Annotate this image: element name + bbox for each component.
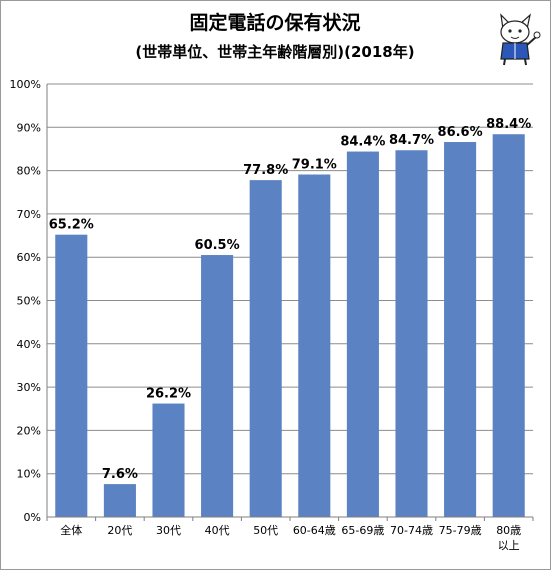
- x-tick-label: 50代: [253, 524, 278, 537]
- axes: 0% 10% 20% 30% 40% 50% 60% 70% 80% 90% 100% 全体 20代 30…: [10, 78, 534, 552]
- y-tick-label: 60%: [17, 251, 41, 264]
- x-tick-label: 70-74歳: [390, 524, 433, 537]
- bar: [55, 234, 88, 517]
- bar: [249, 180, 282, 517]
- y-tick-label: 100%: [10, 78, 41, 91]
- bar: [103, 484, 136, 517]
- data-label: 84.4%: [340, 135, 385, 150]
- bar: [152, 403, 185, 517]
- x-tick-label: 80歳: [496, 524, 521, 537]
- data-label: 88.4%: [486, 117, 531, 132]
- mascot-cat-icon: [500, 13, 541, 66]
- bar: [492, 134, 525, 517]
- bar: [298, 174, 331, 517]
- y-tick-label: 10%: [17, 468, 41, 481]
- y-tick-label: 70%: [17, 208, 41, 221]
- x-tick-label: 以上: [498, 539, 520, 552]
- y-tick-label: 50%: [17, 295, 41, 308]
- y-tick-label: 40%: [17, 338, 41, 351]
- y-tick-label: 30%: [17, 381, 41, 394]
- chart-subtitle: (世帯単位、世帯主年齢階層別)(2018年): [135, 43, 414, 61]
- data-labels: 65.2% 7.6% 26.2% 60.5% 77.8% 79.1%84.4% 84.7% 8…: [49, 117, 532, 482]
- bar: [346, 151, 379, 517]
- x-tick-label: 全体: [60, 523, 82, 537]
- x-tick-label: 30代: [156, 524, 181, 537]
- x-tick-label: 75-79歳: [439, 524, 482, 537]
- x-tick-label: 20代: [107, 524, 132, 537]
- data-label: 26.2%: [146, 387, 191, 402]
- bars: [55, 134, 525, 517]
- bar: [201, 255, 234, 517]
- data-label: 84.7%: [389, 133, 434, 148]
- y-tick-label: 20%: [17, 424, 41, 437]
- data-label: 65.2%: [49, 218, 94, 233]
- data-label: 60.5%: [195, 238, 240, 253]
- bar: [444, 142, 477, 517]
- gridlines: [47, 83, 533, 475]
- bar: [395, 150, 428, 517]
- x-tick-label: 65-69歳: [341, 524, 384, 537]
- x-tick-label: 40代: [205, 524, 230, 537]
- y-tick-label: 0%: [24, 511, 41, 524]
- data-label: 86.6%: [438, 125, 483, 140]
- data-label: 79.1%: [292, 157, 337, 172]
- chart-title: 固定電話の保有状況: [189, 11, 360, 34]
- y-tick-label: 80%: [17, 165, 41, 178]
- data-label: 77.8%: [243, 163, 288, 178]
- x-tick-label: 60-64歳: [293, 524, 336, 537]
- y-tick-label: 90%: [17, 121, 41, 134]
- data-label: 7.6%: [102, 467, 138, 482]
